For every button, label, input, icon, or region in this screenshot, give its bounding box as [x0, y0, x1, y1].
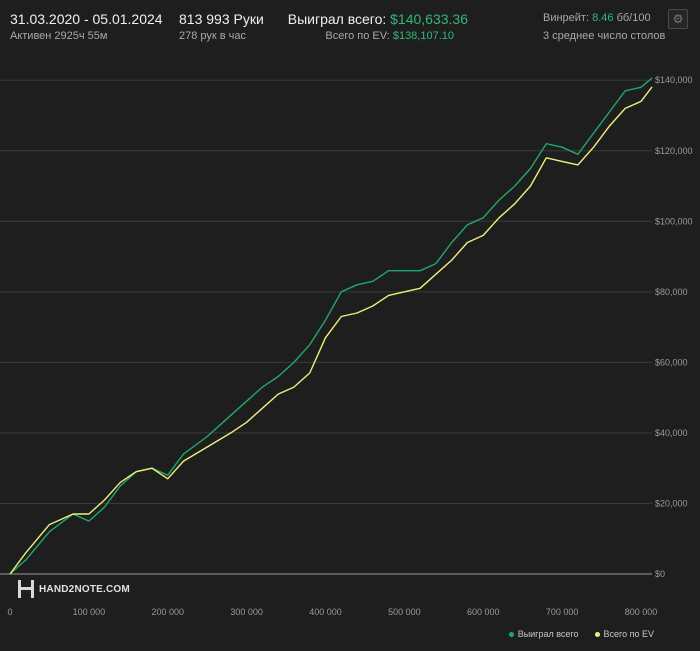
y-tick-label: $60,000: [655, 357, 688, 367]
series-lines: [9, 77, 653, 575]
winrate-unit: бб/100: [616, 12, 651, 24]
hands-per-hour: 278 рук в час: [179, 30, 247, 42]
x-tick-label: 600 000: [467, 607, 500, 617]
legend-label-ev: Всего по EV: [603, 629, 654, 639]
y-axis-ticks: $0 $20,000 $40,000 $60,000 $80,000 $100,000 $1…: [655, 75, 693, 579]
x-tick-label: 100 000: [73, 607, 106, 617]
settings-button[interactable]: ⚙: [668, 9, 688, 29]
y-tick-label: $120,000: [655, 146, 693, 156]
stats-header: 31.03.2020 - 05.01.2024 Активен 2925ч 55…: [0, 0, 700, 60]
x-tick-label: 400 000: [309, 607, 342, 617]
x-tick-label: 200 000: [151, 607, 184, 617]
winrate-label: Винрейт:: [543, 12, 590, 24]
won-total-label: Выиграл всего:: [287, 11, 387, 27]
date-range: 31.03.2020 - 05.01.2024: [10, 11, 163, 27]
legend-swatch-ev: [594, 631, 600, 637]
ev-total-label: Всего по EV:: [325, 30, 390, 42]
x-tick-label: 500 000: [388, 607, 421, 617]
x-tick-label: 0: [7, 607, 12, 617]
tables-count: 3 среднее число столов: [543, 30, 666, 42]
hand2note-logo-icon: [18, 580, 34, 598]
active-time: Активен 2925ч 55м: [10, 30, 108, 42]
y-tick-label: $80,000: [655, 287, 688, 297]
chart-legend: Выиграл всего Всего по EV: [493, 629, 654, 639]
brand-watermark: HAND2NOTE.COM: [18, 580, 130, 598]
x-tick-label: 700 000: [546, 607, 579, 617]
equity-chart: $0 $20,000 $40,000 $60,000 $80,000 $100,000 $1…: [0, 75, 693, 617]
series-line-ev: [9, 86, 653, 575]
y-tick-label: $40,000: [655, 428, 688, 438]
legend-item-won[interactable]: Выиграл всего: [508, 629, 579, 639]
y-tick-label: $20,000: [655, 498, 688, 508]
gear-icon: ⚙: [672, 12, 684, 26]
chart-grid: [0, 79, 652, 575]
winrate: Винрейт: 8.46 бб/100: [543, 12, 651, 24]
ev-total: Всего по EV: $138,107.10: [325, 30, 454, 42]
x-axis-ticks: 0 100 000 200 000 300 000 400 000 500 000 600 …: [7, 607, 657, 617]
legend-label-won: Выиграл всего: [517, 629, 579, 639]
series-line-won: [9, 77, 653, 575]
y-tick-label: $100,000: [655, 216, 693, 226]
y-tick-label: $140,000: [655, 75, 693, 85]
legend-swatch-won: [508, 631, 514, 637]
x-tick-label: 800 000: [625, 607, 658, 617]
hands-count: 813 993 Руки: [179, 11, 264, 27]
won-total: Выиграл всего: $140,633.36: [288, 11, 468, 27]
legend-item-ev[interactable]: Всего по EV: [594, 629, 654, 639]
won-total-value: $140,633.36: [390, 11, 468, 27]
winrate-value: 8.46: [592, 12, 614, 24]
ev-total-value: $138,107.10: [392, 30, 454, 42]
y-tick-label: $0: [655, 569, 665, 579]
x-tick-label: 300 000: [230, 607, 263, 617]
brand-name: HAND2NOTE.COM: [39, 583, 130, 595]
